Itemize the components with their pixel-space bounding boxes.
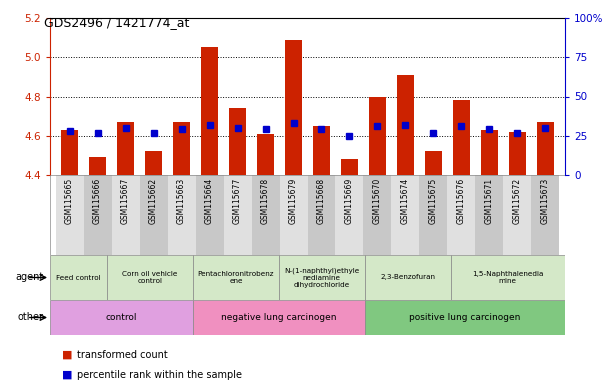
Text: GSM115679: GSM115679 bbox=[289, 177, 298, 223]
Text: GSM115678: GSM115678 bbox=[261, 177, 270, 223]
Text: GSM115672: GSM115672 bbox=[513, 177, 522, 223]
Bar bbox=[279, 255, 365, 300]
Bar bbox=[50, 255, 107, 300]
Bar bbox=[224, 175, 252, 255]
Text: Corn oil vehicle
control: Corn oil vehicle control bbox=[122, 271, 178, 284]
Text: agent: agent bbox=[16, 273, 44, 283]
Bar bbox=[201, 48, 218, 175]
Bar bbox=[89, 157, 106, 175]
Text: transformed count: transformed count bbox=[78, 350, 168, 360]
Bar bbox=[392, 175, 420, 255]
Text: GSM115671: GSM115671 bbox=[485, 177, 494, 223]
Bar bbox=[509, 132, 526, 175]
Bar bbox=[453, 101, 470, 175]
Bar bbox=[365, 300, 565, 335]
Text: GSM115665: GSM115665 bbox=[65, 177, 74, 223]
Text: GSM115675: GSM115675 bbox=[429, 177, 438, 223]
Text: 2,3-Benzofuran: 2,3-Benzofuran bbox=[380, 275, 435, 280]
Text: negative lung carcinogen: negative lung carcinogen bbox=[221, 313, 337, 322]
Text: N-(1-naphthyl)ethyle
nediamine
dihydrochloride: N-(1-naphthyl)ethyle nediamine dihydroch… bbox=[284, 267, 359, 288]
Bar bbox=[365, 255, 450, 300]
Text: GDS2496 / 1421774_at: GDS2496 / 1421774_at bbox=[44, 16, 189, 29]
Bar bbox=[397, 75, 414, 175]
Text: GSM115668: GSM115668 bbox=[317, 177, 326, 223]
Text: GSM115666: GSM115666 bbox=[93, 177, 102, 223]
Bar bbox=[364, 175, 392, 255]
Bar bbox=[285, 40, 302, 175]
Bar bbox=[475, 175, 503, 255]
Text: 1,5-Naphthalenedia
mine: 1,5-Naphthalenedia mine bbox=[472, 271, 543, 284]
Bar bbox=[139, 175, 167, 255]
Text: percentile rank within the sample: percentile rank within the sample bbox=[78, 370, 243, 380]
Text: GSM115667: GSM115667 bbox=[121, 177, 130, 223]
Bar bbox=[503, 175, 532, 255]
Bar bbox=[369, 96, 386, 175]
Bar bbox=[193, 300, 365, 335]
Bar bbox=[196, 175, 224, 255]
Text: ■: ■ bbox=[62, 370, 73, 380]
Bar bbox=[61, 130, 78, 175]
Bar bbox=[481, 130, 498, 175]
Text: GSM115670: GSM115670 bbox=[373, 177, 382, 223]
Bar bbox=[279, 175, 307, 255]
Text: GSM115674: GSM115674 bbox=[401, 177, 410, 223]
Bar bbox=[112, 175, 139, 255]
Bar bbox=[425, 151, 442, 175]
Text: GSM115663: GSM115663 bbox=[177, 177, 186, 223]
Bar bbox=[167, 175, 196, 255]
Bar bbox=[173, 122, 190, 175]
Bar bbox=[193, 255, 279, 300]
Bar bbox=[537, 122, 554, 175]
Bar bbox=[341, 159, 358, 175]
Bar bbox=[450, 255, 565, 300]
Text: positive lung carcinogen: positive lung carcinogen bbox=[409, 313, 521, 322]
Bar bbox=[420, 175, 447, 255]
Text: Pentachloronitrobenz
ene: Pentachloronitrobenz ene bbox=[198, 271, 274, 284]
Bar bbox=[56, 175, 84, 255]
Text: control: control bbox=[106, 313, 137, 322]
Bar bbox=[532, 175, 560, 255]
Text: GSM115669: GSM115669 bbox=[345, 177, 354, 223]
Text: GSM115662: GSM115662 bbox=[149, 177, 158, 223]
Text: GSM115676: GSM115676 bbox=[457, 177, 466, 223]
Bar bbox=[84, 175, 112, 255]
Bar bbox=[252, 175, 279, 255]
Bar bbox=[257, 134, 274, 175]
Text: other: other bbox=[18, 313, 44, 323]
Bar bbox=[335, 175, 364, 255]
Bar bbox=[117, 122, 134, 175]
Text: GSM115664: GSM115664 bbox=[205, 177, 214, 223]
Bar bbox=[145, 151, 162, 175]
Bar bbox=[50, 300, 193, 335]
Text: ■: ■ bbox=[62, 350, 73, 360]
Bar bbox=[229, 108, 246, 175]
Text: GSM115673: GSM115673 bbox=[541, 177, 550, 223]
Text: Feed control: Feed control bbox=[56, 275, 101, 280]
Bar bbox=[313, 126, 330, 175]
Bar bbox=[307, 175, 335, 255]
Text: GSM115677: GSM115677 bbox=[233, 177, 242, 223]
Bar bbox=[447, 175, 475, 255]
Bar bbox=[107, 255, 193, 300]
